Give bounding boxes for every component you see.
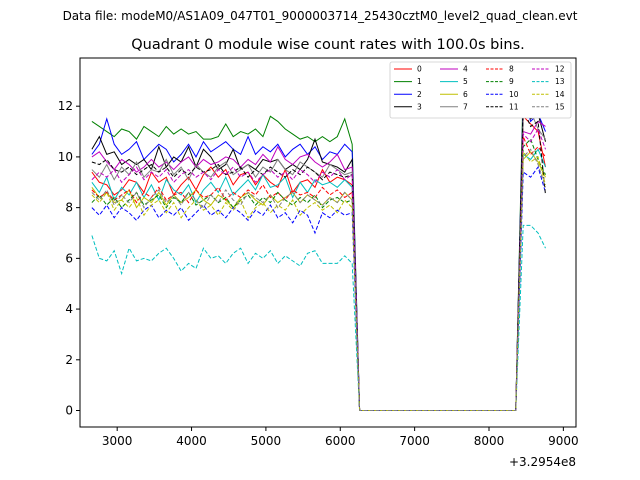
legend-label-9: 9 <box>509 77 514 86</box>
chart-suptitle: Data file: modeM0/AS1A09_047T01_90000037… <box>63 9 578 23</box>
x-offset-label: +3.2954e8 <box>509 455 576 469</box>
legend-frame <box>389 61 572 119</box>
series-line-12 <box>91 127 546 412</box>
y-tick-label: 0 <box>65 404 73 418</box>
x-tick-label: 6000 <box>325 434 356 448</box>
legend-label-10: 10 <box>509 90 519 99</box>
series-line-14 <box>91 150 546 412</box>
plot-frame <box>79 57 577 428</box>
legend-label-5: 5 <box>463 77 468 86</box>
legend-label-3: 3 <box>417 102 422 111</box>
legend-label-0: 0 <box>417 65 422 74</box>
legend-label-4: 4 <box>463 65 468 74</box>
series-line-10 <box>91 165 546 412</box>
y-tick-label: 6 <box>65 251 73 265</box>
legend-label-14: 14 <box>555 90 565 99</box>
x-axis-ticks: 3000 4000 5000 6000 7000 8000 9000 <box>102 427 579 448</box>
x-tick-label: 3000 <box>102 434 133 448</box>
legend-label-15: 15 <box>555 102 565 111</box>
legend-label-6: 6 <box>463 90 468 99</box>
x-tick-label: 9000 <box>548 434 579 448</box>
x-tick-label: 8000 <box>474 434 505 448</box>
x-tick-label: 5000 <box>251 434 282 448</box>
y-axis-ticks: 0 2 4 6 8 10 12 <box>58 99 80 418</box>
x-tick-label: 4000 <box>176 434 207 448</box>
chart-title: Quadrant 0 module wise count rates with … <box>131 37 525 53</box>
legend-label-1: 1 <box>417 77 422 86</box>
y-tick-label: 2 <box>65 353 73 367</box>
legend-label-13: 13 <box>555 77 565 86</box>
series-group <box>91 72 547 412</box>
y-tick-label: 4 <box>65 302 73 316</box>
plot-background <box>80 58 576 427</box>
y-tick-label: 12 <box>58 99 73 113</box>
series-line-15 <box>91 148 546 412</box>
y-tick-label: 10 <box>58 150 73 164</box>
series-line-13 <box>91 224 546 412</box>
legend-label-12: 12 <box>555 65 565 74</box>
legend-label-8: 8 <box>509 65 514 74</box>
x-tick-label: 7000 <box>399 434 430 448</box>
legend-label-2: 2 <box>417 90 422 99</box>
y-tick-label: 8 <box>65 201 73 215</box>
series-line-11 <box>91 108 547 412</box>
legend-label-11: 11 <box>509 102 519 111</box>
legend-label-7: 7 <box>463 102 468 111</box>
